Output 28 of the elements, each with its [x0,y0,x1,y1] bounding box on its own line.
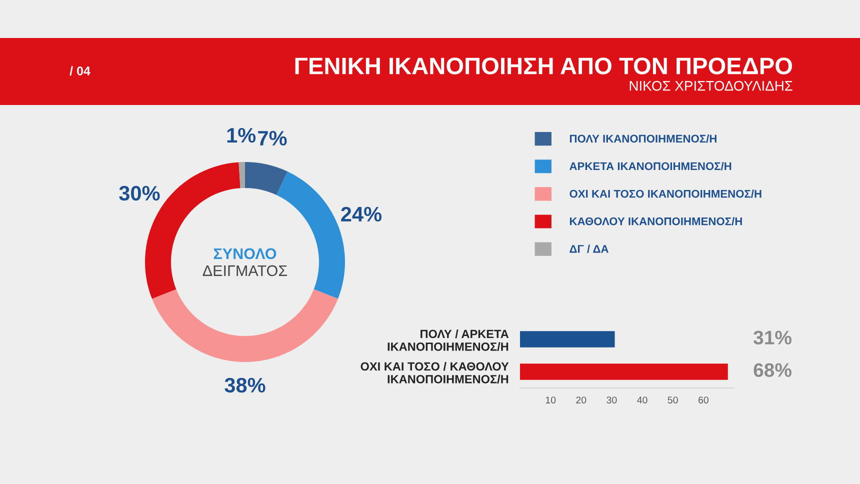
donut-slice [152,289,338,362]
x-tick-label: 20 [576,396,586,404]
data-label: 68% [754,363,792,377]
x-tick-label: 60 [698,396,708,404]
legend-label: ΟΧΙ ΚΑΙ ΤΟΣΟ ΙΚΑΝΟΠΟΙΗΜΕΝΟΣ/Η [570,190,762,198]
data-label: 38% [224,378,266,393]
x-tick-label: 30 [606,396,617,404]
legend-label: ΚΑΘΟΛΟΥ ΙΚΑΝΟΠΟΙΗΜΕΝΟΣ/Η [570,217,742,226]
donut-slice [245,162,288,196]
text: ΓΕΝΙΚΗ ΙΚΑΝΟΠΟΙΗΣΗ ΑΠΟ ΤΟΝ ΠΡΟΕΔΡΟ [295,58,792,74]
x-tick-label: 10 [546,396,556,404]
data-label: 1% [227,128,256,143]
data-label: 7% [258,130,287,146]
data-label: 24% [341,206,382,222]
data-label: 31% [754,330,792,344]
x-tick-label: 50 [668,396,678,404]
data-label: 30% [119,186,160,201]
legend-label: ΔΓ / ΔΑ [570,244,608,253]
donut-slice [238,162,245,188]
legend-label: ΠΟΛΥ ΙΚΑΝΟΠΟΙΗΜΕΝΟΣ/Η [570,134,716,143]
text: ΔΕΙΓΜΑΤΟΣ [202,265,288,276]
y-tick-label: ΠΟΛΥ / ΑΡΚΕΤΑ ΙΚΑΝΟΠΟΙΗΜΕΝΟΣ/Η [388,329,509,351]
text: ΣΥΝΟΛΟ [214,248,276,260]
text: / 04 [70,66,90,76]
text: ΝΙΚΟΣ ΧΡΙΣΤΟΔΟΥΛΙΔΗΣ [630,80,792,91]
y-tick-label: ΟΧΙ ΚΑΙ ΤΟΣΟ / ΚΑΘΟΛΟΥ ΙΚΑΝΟΠΟΙΗΜΕΝΟΣ/Η [360,362,509,384]
x-tick-label: 40 [637,396,648,404]
legend-label: ΑΡΚΕΤΑ ΙΚΑΝΟΠΟΙΗΜΕΝΟΣ/Η [570,162,732,170]
